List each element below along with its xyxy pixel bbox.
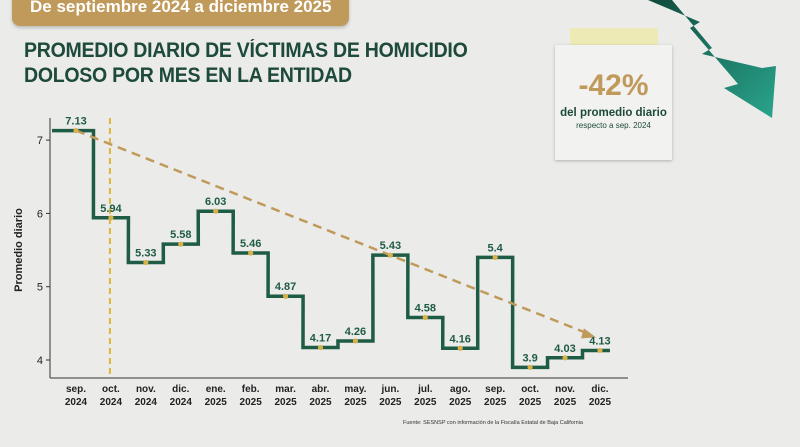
x-tick-year: 2025 [309, 397, 332, 408]
title-line-1: PROMEDIO DIARIO DE VÍCTIMAS DE HOMICIDIO [24, 39, 468, 62]
x-tick-month: dic. [591, 384, 608, 395]
data-point [457, 345, 463, 351]
x-tick-year: 2025 [554, 397, 577, 408]
x-tick-year: 2025 [519, 397, 542, 408]
x-tick-month: jul. [417, 384, 433, 395]
y-tick-label: 7 [37, 135, 43, 147]
date-range-banner: De septiembre 2024 a diciembre 2025 [12, 0, 350, 26]
y-tick-label: 6 [37, 208, 43, 220]
source-note: Fuente: SESNSP con información de la Fis… [403, 420, 583, 426]
data-label: 5.58 [170, 229, 191, 241]
x-tick-year: 2024 [100, 397, 123, 408]
data-label: 5.33 [135, 248, 156, 260]
data-point [387, 252, 393, 258]
x-tick-year: 2025 [449, 397, 472, 408]
data-point [352, 338, 359, 344]
x-tick-month: mar. [275, 384, 296, 395]
callout-line1: del promedio diario [560, 107, 667, 119]
x-tick-month: nov. [136, 384, 156, 395]
x-tick-month: ene. [206, 384, 226, 395]
y-tick-label: 4 [37, 355, 43, 367]
x-tick-year: 2025 [274, 397, 297, 408]
data-point [597, 347, 603, 354]
x-tick-month: feb. [242, 384, 260, 395]
trend-arrowhead [580, 328, 596, 339]
x-tick-year: 2025 [240, 397, 263, 408]
down-arrow-icon [648, 0, 776, 118]
data-label: 6.03 [205, 196, 226, 208]
data-point [143, 259, 149, 266]
y-axis-label: Promedio diario [13, 208, 25, 292]
x-tick-year: 2025 [589, 397, 612, 408]
data-label: 5.43 [380, 240, 401, 252]
callout-value: -42% [578, 69, 649, 102]
x-tick-year: 2025 [484, 397, 507, 408]
x-tick-year: 2024 [135, 397, 158, 408]
x-tick-month: may. [344, 384, 366, 395]
data-label: 4.26 [345, 326, 366, 338]
data-point [108, 215, 114, 221]
data-label: 4.03 [554, 343, 575, 355]
data-label: 7.13 [65, 116, 86, 128]
data-label: 5.94 [100, 203, 122, 215]
x-tick-month: oct. [521, 384, 539, 395]
data-point [562, 355, 568, 361]
data-label: 4.16 [450, 333, 471, 345]
x-tick-month: abr. [312, 384, 330, 395]
x-tick-month: jun. [380, 384, 399, 395]
data-point [73, 127, 79, 134]
x-tick-year: 2025 [344, 397, 367, 408]
data-label: 4.17 [310, 333, 331, 345]
x-tick-year: 2024 [65, 397, 88, 408]
x-tick-month: dic. [172, 384, 189, 395]
data-point [422, 314, 428, 321]
callout-line2: respecto a sep. 2024 [576, 121, 651, 130]
x-tick-year: 2025 [414, 397, 437, 408]
x-tick-year: 2025 [379, 397, 402, 408]
series-line [52, 128, 610, 370]
data-label: 4.13 [589, 335, 610, 347]
data-label: 4.87 [275, 281, 296, 293]
data-label: 3.9 [522, 352, 537, 364]
x-tick-month: nov. [555, 384, 575, 395]
x-tick-month: oct. [102, 384, 120, 395]
data-point [492, 254, 498, 260]
data-point [213, 208, 219, 214]
tape-decoration [570, 28, 658, 50]
x-tick-year: 2024 [170, 397, 193, 408]
y-tick-label: 5 [37, 282, 43, 294]
data-label: 5.4 [488, 242, 504, 254]
chart-title: PROMEDIO DIARIO DE VÍCTIMAS DE HOMICIDIO… [24, 38, 468, 88]
callout-card: -42% del promedio diario respecto a sep.… [555, 45, 672, 160]
data-point [527, 364, 533, 370]
x-tick-year: 2025 [205, 397, 228, 408]
data-label: 4.58 [415, 302, 436, 314]
trend-line [75, 129, 591, 336]
data-label: 5.46 [240, 238, 261, 250]
data-point [248, 250, 254, 256]
x-tick-month: ago. [450, 384, 471, 395]
data-point [317, 344, 324, 351]
data-point [178, 241, 184, 247]
data-point [282, 293, 289, 299]
x-tick-month: sep. [485, 384, 505, 395]
x-tick-month: sep. [66, 384, 86, 395]
title-line-2: DOLOSO POR MES EN LA ENTIDAD [24, 64, 352, 87]
